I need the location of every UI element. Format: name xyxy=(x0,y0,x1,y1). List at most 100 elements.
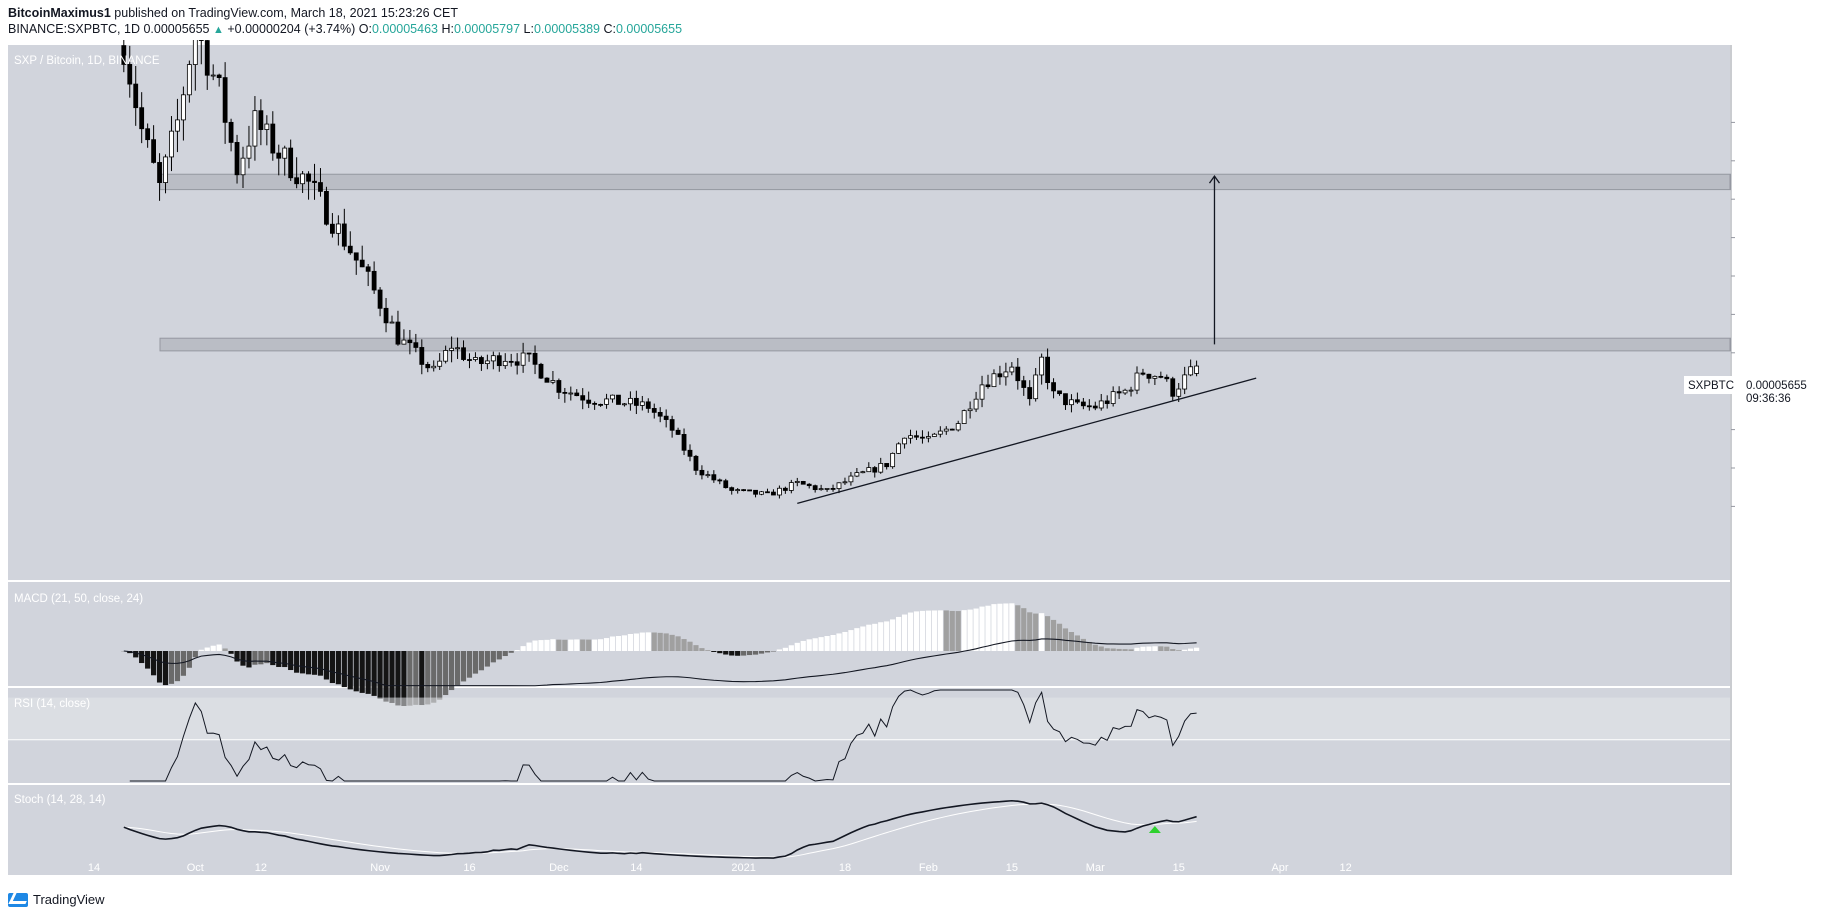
candle-body xyxy=(687,449,693,457)
macd-bar xyxy=(1086,641,1092,651)
main-pane[interactable] xyxy=(8,45,1730,580)
candle-body xyxy=(622,403,627,406)
macd-bar xyxy=(806,639,812,651)
candle-body xyxy=(1164,376,1170,380)
candle xyxy=(788,479,794,494)
candle-body xyxy=(496,355,502,367)
candle-body xyxy=(1057,390,1062,395)
candle xyxy=(1134,366,1140,395)
macd-bar xyxy=(419,651,425,706)
macd-bar xyxy=(311,651,318,675)
candle-body xyxy=(216,74,222,79)
macd-bar xyxy=(1068,631,1075,651)
candle-body xyxy=(157,162,162,183)
time-tick-label: 15 xyxy=(1173,862,1185,874)
candle xyxy=(765,488,770,494)
candle xyxy=(1116,386,1122,399)
candle xyxy=(973,391,979,413)
candle xyxy=(377,287,383,317)
candle xyxy=(1080,397,1086,410)
candle-body xyxy=(1027,387,1033,400)
candle-body xyxy=(991,373,997,388)
macd-bar xyxy=(878,622,884,651)
rsi-tick-40: 40.00 xyxy=(1746,756,1774,768)
chart-canvas[interactable]: 0.00012000 0.00011000 0.00010000 0.00009000… xyxy=(0,40,1823,884)
candle-body xyxy=(139,107,145,130)
candle-body xyxy=(282,147,288,159)
candle-body xyxy=(693,455,699,471)
candle-body xyxy=(401,339,407,345)
candle xyxy=(198,40,204,65)
macd-bar xyxy=(1152,646,1158,651)
rsi-label: RSI (14, close) xyxy=(14,698,90,710)
candle-body xyxy=(228,121,234,143)
macd-bar xyxy=(1050,619,1057,651)
candle-body xyxy=(1194,365,1199,374)
candle xyxy=(949,428,955,431)
candle-body xyxy=(544,377,550,383)
candle-body xyxy=(669,419,675,431)
candle-body xyxy=(461,347,466,360)
candle-body xyxy=(1069,399,1074,406)
candle xyxy=(866,462,872,473)
candle xyxy=(496,352,502,372)
macd-bar xyxy=(294,651,300,673)
candle-body xyxy=(347,245,353,254)
stoch-pane[interactable] xyxy=(8,785,1730,875)
time-tick-label: Oct xyxy=(187,862,204,874)
candle xyxy=(914,430,919,441)
target-arrow-head xyxy=(1208,175,1221,184)
candle-body xyxy=(794,481,800,483)
candle-body xyxy=(1158,375,1164,378)
candle xyxy=(1015,358,1021,390)
candle-body xyxy=(473,357,478,360)
macd-bar xyxy=(347,651,353,690)
candle-body xyxy=(121,45,127,65)
candle xyxy=(1152,375,1158,385)
candle-body xyxy=(830,488,836,490)
macd-bar xyxy=(437,651,443,700)
tradingview-brand[interactable]: TradingView xyxy=(8,892,105,908)
price-tag-value: 0.00005655 xyxy=(1746,380,1807,392)
candle-body xyxy=(1122,389,1128,394)
candle-body xyxy=(1015,366,1021,382)
candle-body xyxy=(681,434,687,451)
macd-bar xyxy=(812,638,818,651)
brand-label: TradingView xyxy=(33,892,105,907)
candle-body xyxy=(860,471,866,474)
candle-body xyxy=(246,145,252,159)
macd-bar xyxy=(1146,646,1152,651)
macd-bar xyxy=(514,650,520,651)
candle-body xyxy=(395,321,401,345)
candle-body xyxy=(800,481,806,485)
candle-body xyxy=(258,110,264,130)
macd-bar xyxy=(526,642,532,651)
macd-bar xyxy=(603,638,610,651)
rsi-band xyxy=(8,697,1730,740)
candle xyxy=(782,486,788,494)
candle-body xyxy=(163,156,168,183)
candle xyxy=(419,339,425,375)
stoch-k-line xyxy=(123,799,1197,859)
candle xyxy=(169,116,174,172)
candle xyxy=(324,186,329,226)
macd-bar xyxy=(484,651,490,667)
macd-bar xyxy=(592,639,598,651)
candle xyxy=(1182,366,1188,395)
published-text: published on TradingView.com, March 18, … xyxy=(114,6,459,20)
candle xyxy=(180,86,186,141)
macd-bar xyxy=(198,649,204,651)
candle-body xyxy=(1003,371,1009,378)
macd-bar xyxy=(1116,648,1122,651)
macd-bar xyxy=(1098,646,1104,651)
candle-body xyxy=(997,373,1003,378)
candle xyxy=(723,478,729,489)
author-name[interactable]: BitcoinMaximus1 xyxy=(8,6,111,20)
candle-body xyxy=(657,411,663,417)
candle-body xyxy=(1092,405,1098,409)
rsi-tick-60: 60.00 xyxy=(1746,717,1774,729)
candle xyxy=(997,365,1003,385)
candle xyxy=(908,429,913,444)
candle xyxy=(1098,393,1104,411)
candle xyxy=(1104,395,1110,409)
